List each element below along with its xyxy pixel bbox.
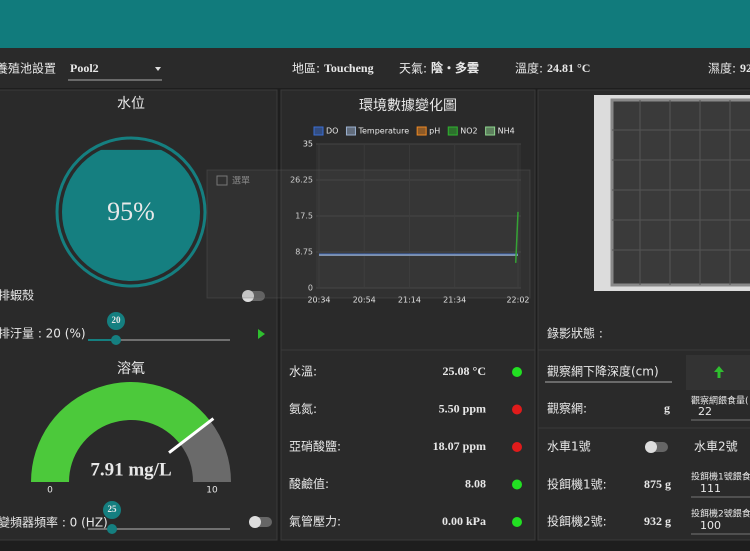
sensor-label: 酸鹼值: [289,476,329,491]
sensor-label: 氣管壓力: [289,514,341,529]
weather-label: 天氣: [399,62,427,76]
y-tick-label: 26.25 [290,176,313,185]
slider-bubble-text: 25 [108,504,118,514]
y-tick-label: 8.75 [295,248,313,257]
chart-title: 環境數據變化圖 [359,98,457,114]
legend-label: pH [429,127,440,136]
feeder-label: 投餌機2號: [547,514,607,529]
status-dot [512,404,522,415]
status-dot [512,479,522,490]
net-feed-value[interactable]: 22 [698,405,712,418]
slider-knob[interactable] [111,335,121,345]
slider-bubble-text: 20 [112,315,122,325]
inverter-label: 變頻器頻率 : 0 (HZ) [0,515,108,530]
feeder-weight: 875 g [644,477,671,491]
gauge-min: 0 [47,486,53,496]
recording-label: 錄影狀態 : [547,326,603,341]
humidity-label: 濕度: [708,61,736,76]
gauge-max: 10 [206,486,218,496]
sensor-label: 亞硝酸鹽: [289,439,341,454]
pool-select[interactable]: Pool2 [70,61,99,75]
feeder-feed-value[interactable]: 100 [700,519,721,532]
gauge-fill [31,382,211,482]
play-button[interactable] [258,329,265,339]
legend-swatch [416,126,427,136]
camera-net [610,98,750,287]
x-tick-label: 21:34 [443,296,466,305]
legend-label: NH4 [498,127,515,136]
oxygen-value: 7.91 mg/L [90,459,171,480]
region-label: 地區: [292,62,320,76]
status-dot [512,367,522,377]
status-dot [512,517,522,527]
feeder-label: 投餌機1號: [547,477,607,492]
net-unit: g [664,401,670,415]
weather-value: 陰・多雲 [431,60,479,75]
popup-label: 選單 [232,176,250,187]
x-tick-label: 20:54 [353,296,376,305]
net-feed-label: 觀察網餵食量( [691,395,749,407]
feeder-feed-label: 投餌機1號餵食 [691,471,750,483]
water-value: 95% [107,197,155,226]
legend-label: DO [326,127,338,136]
legend-swatch [447,126,458,136]
net-pattern [612,100,750,285]
sensor-value: 0.00 kPa [442,514,486,528]
middle-panel [280,89,536,541]
legend-swatch [313,126,324,136]
toggle-knob [249,516,261,528]
waterwheel1: 水車1號 [547,440,591,454]
toggle-knob [242,290,254,302]
y-tick-label: 35 [303,140,313,149]
oxygen-title: 溶氧 [117,361,145,377]
popup-icon [216,175,228,186]
feeder-feed-value[interactable]: 111 [700,482,721,495]
temp-value: 24.81 °C [547,61,590,75]
legend-swatch [345,126,356,136]
temp-label: 溫度: [515,61,543,76]
legend-label: Temperature [357,127,409,136]
water-fill [62,149,200,281]
legend-swatch [485,126,496,136]
sensor-label: 氨氮: [289,401,317,416]
waterwheel2: 水車2號 [694,440,738,454]
shell-toggle-label: 排蝦殼 [0,289,34,303]
slider-knob[interactable] [107,524,117,534]
top-bar [0,0,750,48]
water-ring [55,136,207,288]
y-tick-label: 0 [308,284,313,293]
slider-bubble [103,501,121,519]
feeder-feed-label: 投餌機2號餵食 [691,508,750,520]
header-row [0,48,750,88]
net-label: 觀察網: [547,402,587,416]
discharge-label: 排汙量 : 20 (%) [0,327,86,341]
x-tick-label: 22:02 [506,296,529,305]
feeder-weight: 932 g [644,514,671,528]
popup-overlay [206,169,531,299]
sensor-value: 18.07 ppm [433,439,486,453]
y-tick-label: 17.5 [295,212,313,221]
sensor-label: 水溫: [289,365,317,379]
gauge-needle [168,417,215,454]
sensor-value: 8.08 [465,476,486,490]
water-title: 水位 [117,96,145,112]
humidity-value: 92 [740,61,750,75]
legend-label: NO2 [460,127,477,136]
sensor-value: 5.50 ppm [439,401,486,415]
x-tick-label: 20:34 [307,296,330,305]
region-value: Toucheng [324,61,374,75]
slider-bubble [107,312,125,330]
pool-label: 養殖池設置 [0,61,56,76]
up-arrow [714,366,724,378]
series-line [514,211,519,263]
sensor-value: 25.08 °C [443,364,486,378]
toggle-knob [645,441,657,453]
status-dot [512,442,522,452]
depth-input[interactable]: 觀察網下降深度(cm) [547,364,659,379]
select-caret [155,67,161,71]
x-tick-label: 21:14 [398,296,421,305]
